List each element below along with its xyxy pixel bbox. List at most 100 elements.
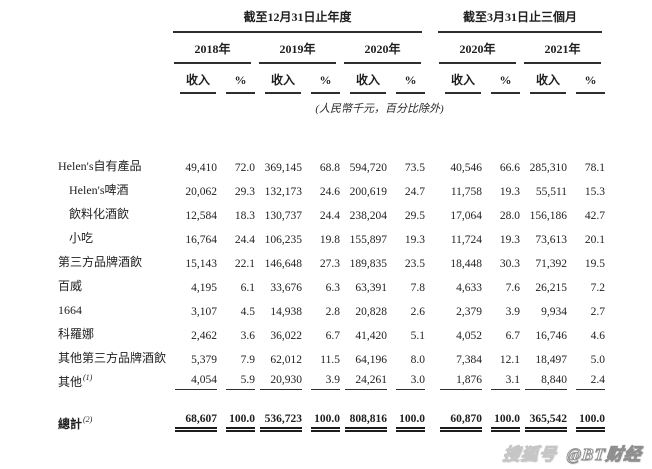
value-cell: 2.6	[410, 306, 426, 318]
col-header-percent: %	[576, 66, 606, 94]
value-cell: 42.7	[584, 210, 606, 222]
row-label: 第三方品牌酒飲	[58, 255, 143, 269]
value-cell: 2.4	[567, 366, 606, 390]
revenue-breakdown-table: 截至12月31日止年度 截至3月31日止三個月 2018年 2019年 2020…	[58, 8, 606, 432]
value-cell: 41,420	[355, 330, 387, 342]
row-label: Helen's啤酒	[69, 183, 129, 197]
value-cell: 62,012	[270, 354, 302, 366]
value-cell: 594,720	[349, 162, 387, 174]
value-cell: 238,204	[349, 210, 387, 222]
value-cell: 19.3	[404, 234, 426, 246]
value-cell: 3.1	[482, 366, 521, 390]
value-cell: 12.1	[499, 354, 521, 366]
value-cell: 64,196	[355, 354, 387, 366]
value-cell: 6.7	[325, 330, 340, 342]
year-header-q2021: 2021年	[524, 33, 602, 64]
value-cell: 285,310	[529, 162, 568, 174]
value-cell: 6.7	[505, 330, 521, 342]
value-cell: 22.1	[234, 258, 255, 270]
footnote-marker: (1)	[83, 373, 93, 382]
total-value-cell: 365,542	[520, 406, 568, 432]
col-header-revenue: 收入	[265, 64, 301, 94]
row-label: 飲料化酒飲	[69, 207, 130, 221]
value-cell: 20,930	[255, 366, 302, 390]
total-value-cell: 808,816	[340, 406, 387, 432]
value-cell: 63,391	[355, 282, 387, 294]
value-cell: 24.4	[319, 210, 340, 222]
value-cell: 19.3	[499, 234, 521, 246]
value-cell: 36,022	[270, 330, 302, 342]
year-header-2019: 2019年	[259, 33, 336, 64]
value-cell: 11,758	[450, 186, 483, 198]
col-header-percent: %	[491, 66, 521, 94]
total-row-label: 總計(2)	[58, 415, 93, 431]
value-cell: 17,064	[450, 210, 483, 222]
value-cell: 18.3	[234, 210, 255, 222]
value-cell: 73,613	[535, 234, 568, 246]
value-cell: 132,173	[264, 186, 302, 198]
total-value-cell: 100.0	[302, 406, 340, 432]
total-value-cell: 68,607	[170, 406, 217, 432]
value-cell: 24.6	[319, 186, 340, 198]
value-cell: 156,186	[529, 210, 568, 222]
value-cell: 7.8	[410, 282, 426, 294]
value-cell: 4.5	[240, 306, 255, 318]
value-cell: 78.1	[584, 162, 606, 174]
col-header-revenue: 收入	[180, 64, 216, 94]
value-cell: 1,876	[435, 366, 483, 390]
value-cell: 49,410	[185, 162, 217, 174]
total-value-cell: 100.0	[387, 406, 426, 432]
value-cell: 20,828	[355, 306, 387, 318]
watermark-brand-logo: 搜狐号	[501, 445, 558, 465]
value-cell: 2.8	[325, 306, 340, 318]
value-cell: 40,546	[450, 162, 483, 174]
value-cell: 55,511	[535, 186, 568, 198]
col-header-revenue: 收入	[445, 64, 482, 94]
value-cell: 24.7	[404, 186, 426, 198]
value-cell: 7,384	[456, 354, 483, 366]
value-cell: 369,145	[264, 162, 302, 174]
total-value-cell: 100.0	[217, 406, 255, 432]
value-cell: 130,737	[264, 210, 302, 222]
value-cell: 5.0	[590, 354, 606, 366]
value-cell: 200,619	[349, 186, 387, 198]
value-cell: 189,835	[349, 258, 387, 270]
row-label: 其他(1)	[58, 373, 93, 389]
value-cell: 29.5	[404, 210, 426, 222]
year-header-q2020: 2020年	[439, 33, 517, 64]
col-header-revenue: 收入	[530, 64, 567, 94]
col-header-revenue: 收入	[350, 64, 386, 94]
value-cell: 19.8	[319, 234, 340, 246]
value-cell: 28.0	[499, 210, 521, 222]
value-cell: 68.8	[319, 162, 340, 174]
total-value-cell: 100.0	[567, 406, 606, 432]
value-cell: 16,764	[185, 234, 217, 246]
value-cell: 24.4	[234, 234, 255, 246]
value-cell: 15.3	[584, 186, 606, 198]
row-label: 百威	[58, 279, 83, 293]
year-header-2020: 2020年	[344, 33, 422, 64]
year-header-2018: 2018年	[174, 33, 251, 64]
value-cell: 20,062	[185, 186, 217, 198]
value-cell: 4.6	[590, 330, 606, 342]
value-cell: 33,676	[270, 282, 302, 294]
group-header-quarter: 截至3月31日止三個月	[438, 8, 603, 33]
row-label: 其他第三方品牌酒飲	[58, 351, 167, 365]
value-cell: 5.9	[217, 366, 255, 390]
col-header-percent: %	[226, 66, 255, 94]
value-cell: 4,052	[456, 330, 483, 342]
value-cell: 2,379	[456, 306, 483, 318]
col-header-percent: %	[311, 66, 340, 94]
value-cell: 8.0	[410, 354, 426, 366]
value-cell: 2.7	[590, 306, 606, 318]
value-cell: 15,143	[185, 258, 217, 270]
units-note: (人民幣千元，百分比除外)	[315, 103, 444, 115]
total-value-cell: 100.0	[482, 406, 521, 432]
value-cell: 5.1	[410, 330, 426, 342]
row-label: 科羅娜	[58, 327, 95, 341]
value-cell: 20.1	[584, 234, 606, 246]
value-cell: 2,462	[191, 330, 217, 342]
value-cell: 3.9	[302, 366, 340, 390]
value-cell: 27.3	[319, 258, 340, 270]
